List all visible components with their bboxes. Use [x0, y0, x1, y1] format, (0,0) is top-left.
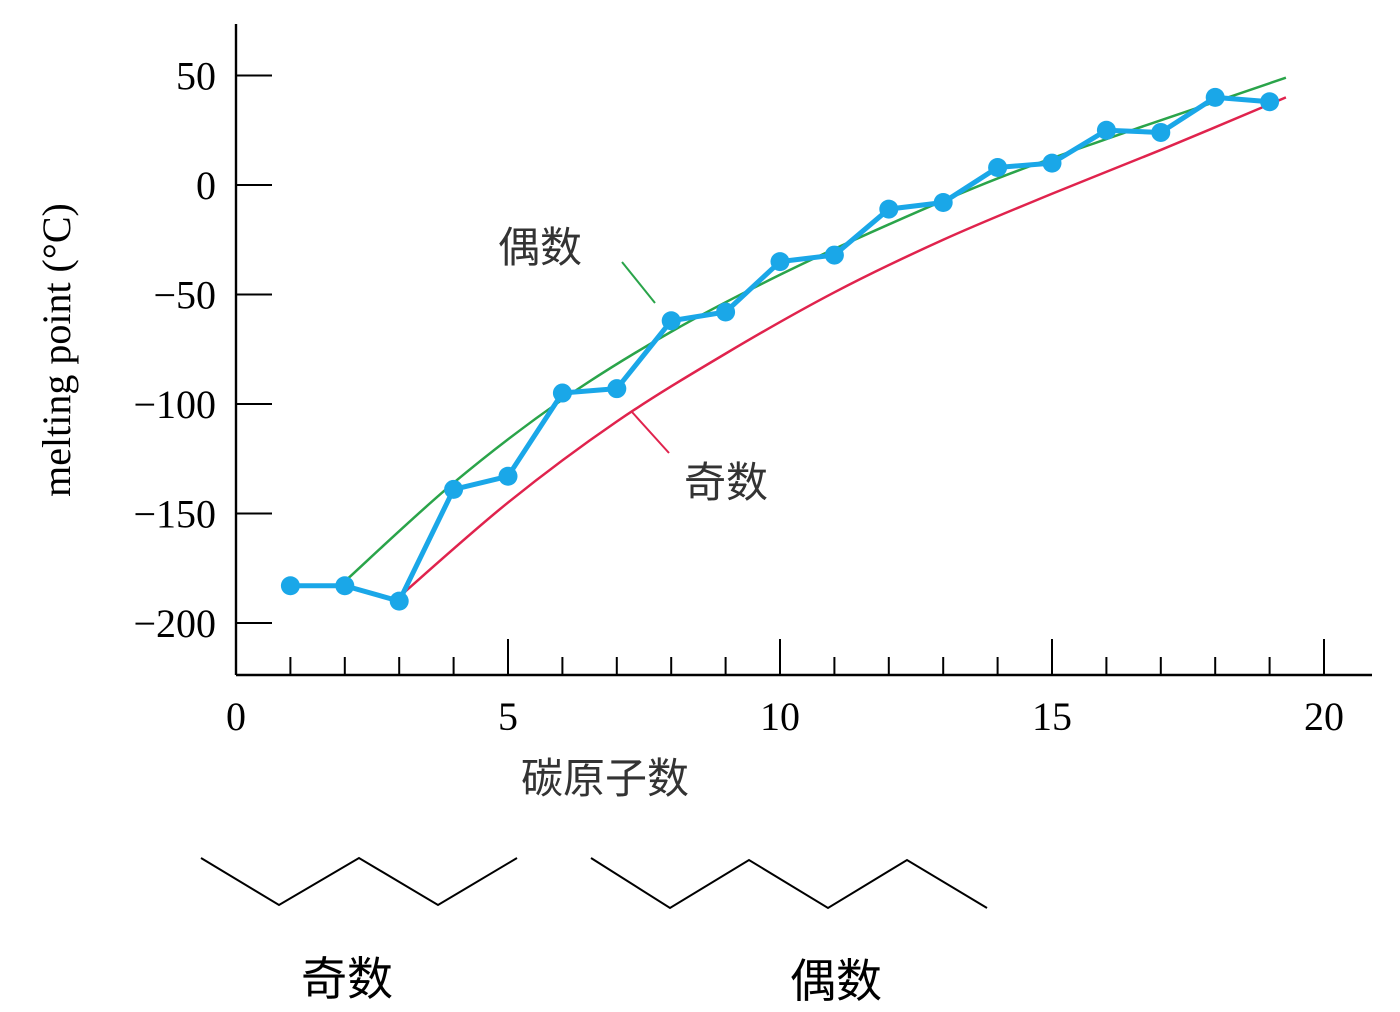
y-tick-label: 50: [176, 54, 216, 99]
even-chain-structure: [590, 857, 988, 910]
data-point: [389, 591, 409, 611]
data-point: [1096, 120, 1116, 140]
data-point: [988, 157, 1008, 177]
x-tick-label: 20: [1304, 694, 1344, 739]
even-curve-label: 偶数: [498, 223, 582, 272]
data-point: [1151, 122, 1171, 142]
x-tick-label: 0: [226, 694, 246, 739]
data-point: [335, 576, 355, 596]
data-point: [552, 383, 572, 403]
x-tick-label: 15: [1032, 694, 1072, 739]
axes: [234, 24, 1372, 677]
x-tick-label: 10: [760, 694, 800, 739]
data-point: [716, 302, 736, 322]
data-point: [607, 379, 627, 399]
data-series: [280, 87, 1280, 611]
y-ticks: 50 0 −50 −100 −150 −200: [133, 54, 272, 646]
x-axis-title: 碳原子数: [521, 754, 689, 803]
odd-curve-label: 奇数: [684, 458, 768, 507]
data-point: [280, 576, 300, 596]
odd-trend-curve: [398, 96, 1287, 598]
odd-structure-label: 奇数: [301, 952, 393, 1006]
data-point: [879, 199, 899, 219]
data-point: [498, 466, 518, 486]
data-point: [1260, 92, 1280, 112]
y-axis-title: melting point (°C): [34, 203, 79, 497]
series-line: [290, 94, 1270, 604]
y-tick-label: −50: [153, 273, 216, 318]
even-trend-curve: [343, 76, 1287, 583]
x-ticks: 0 5 10 15 20: [226, 639, 1344, 739]
y-tick-label: −150: [133, 492, 216, 537]
y-tick-label: −200: [133, 601, 216, 646]
data-point: [770, 252, 790, 272]
x-tick-label: 5: [498, 694, 518, 739]
data-point: [933, 193, 953, 213]
y-tick-label: 0: [196, 163, 216, 208]
odd-chain-structure: [200, 856, 518, 907]
data-point: [824, 245, 844, 265]
even-structure-label: 偶数: [790, 954, 882, 1008]
odd-curve-leader: [631, 411, 670, 454]
data-point: [1042, 153, 1062, 173]
y-tick-label: −100: [133, 382, 216, 427]
trend-curves: [343, 76, 1287, 598]
data-point: [1205, 87, 1225, 107]
data-point: [444, 479, 464, 499]
data-point: [661, 311, 681, 331]
even-curve-leader: [621, 261, 656, 304]
